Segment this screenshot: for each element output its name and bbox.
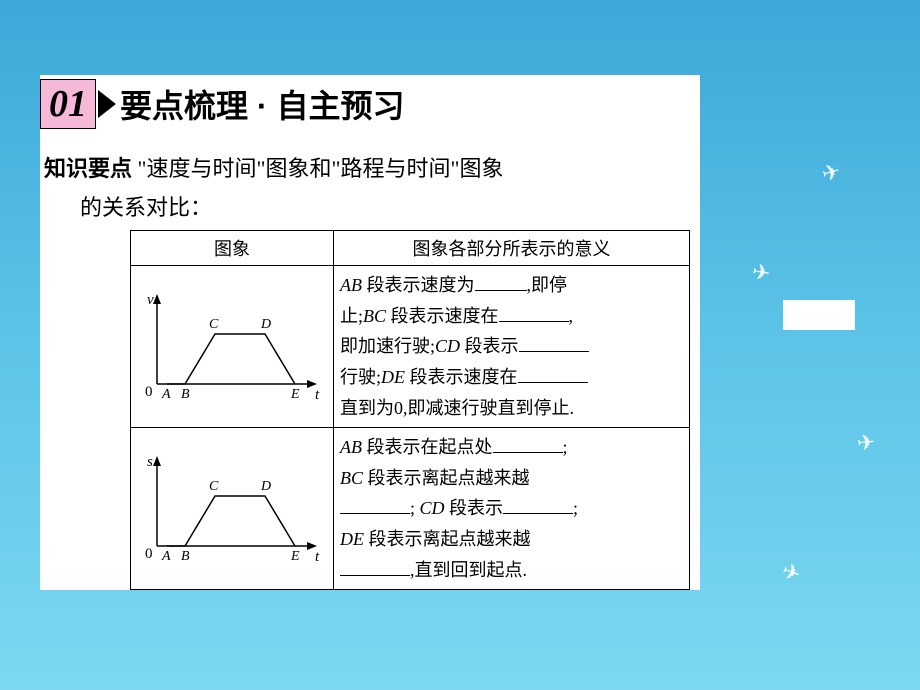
section-header: 01 要点梳理 · 自主预习 [40, 75, 700, 133]
pt-A: A [161, 387, 171, 402]
text: ,直到回到起点. [410, 560, 527, 580]
paper-plane-icon: ✈ [749, 259, 772, 288]
pt-C: C [209, 479, 219, 494]
pt-E: E [290, 549, 300, 564]
col-header-graph: 图象 [131, 231, 334, 266]
text: 段表示离起点越来越 [368, 468, 530, 488]
y-axis-label: s [147, 454, 153, 470]
pt-A: A [161, 549, 171, 564]
text: 行驶; [340, 367, 381, 387]
paper-plane-icon: ✈ [778, 558, 804, 589]
paper-plane-icon: ✈ [819, 158, 844, 188]
knowledge-subline: 的关系对比： [40, 190, 700, 230]
origin-label: 0 [145, 546, 153, 562]
graph-cell-vt: v t 0 A B C D E [131, 266, 334, 428]
text: 段表示在起点处 [367, 437, 493, 457]
knowledge-label: 知识要点 [44, 156, 132, 181]
pt-D: D [260, 317, 271, 332]
seg-DE: DE [340, 529, 364, 549]
seg-AB: AB [340, 275, 362, 295]
x-axis-label: t [315, 387, 320, 403]
seg-CD: CD [420, 498, 445, 518]
desc-cell-st: AB 段表示在起点处; BC 段表示离起点越来越 ; CD 段表示; DE 段表… [334, 428, 690, 590]
y-axis-label: v [147, 292, 154, 308]
blank [503, 496, 573, 514]
blank [518, 365, 588, 383]
content-box: 01 要点梳理 · 自主预习 知识要点 "速度与时间"图象和"路程与时间"图象 … [40, 75, 700, 590]
desc-cell-vt: AB 段表示速度为 ,即停 止;BC 段表示速度在, 即加速行驶;CD 段表示 行… [334, 266, 690, 428]
text: 段表示 [449, 498, 503, 518]
text: , [569, 306, 574, 326]
seg-CD: CD [435, 336, 460, 356]
blank [475, 273, 527, 291]
pt-B: B [181, 387, 190, 402]
text: 段表示速度在 [410, 367, 518, 387]
text: 即加速行驶; [340, 336, 435, 356]
col-header-meaning: 图象各部分所表示的意义 [334, 231, 690, 266]
pt-D: D [260, 479, 271, 494]
st-graph: s t 0 A B C D E [137, 446, 327, 566]
section-title: 要点梳理 · 自主预习 [120, 81, 404, 127]
text: 段表示离起点越来越 [369, 529, 531, 549]
seg-BC: BC [363, 306, 386, 326]
graph-cell-st: s t 0 A B C D E [131, 428, 334, 590]
text: ; [573, 498, 578, 518]
text: ,即停 [527, 275, 568, 295]
pt-C: C [209, 317, 219, 332]
text: 段表示 [465, 336, 519, 356]
paper-plane-icon: ✈ [855, 429, 876, 457]
pt-B: B [181, 549, 190, 564]
blank [519, 334, 589, 352]
vt-graph: v t 0 A B C D E [137, 284, 327, 404]
text: 直到为0,即减速行驶直到停止. [340, 398, 574, 418]
blank [493, 435, 563, 453]
seg-DE: DE [381, 367, 405, 387]
comparison-table: 图象 图象各部分所表示的意义 v t 0 A B C D E [130, 230, 690, 590]
blank [499, 304, 569, 322]
white-chip [783, 300, 855, 330]
text: 段表示速度为 [367, 275, 475, 295]
x-axis-label: t [315, 549, 320, 565]
text: 段表示速度在 [391, 306, 499, 326]
knowledge-text: "速度与时间"图象和"路程与时间"图象 [138, 156, 504, 181]
seg-BC: BC [340, 468, 363, 488]
blank [340, 558, 410, 576]
table-row: v t 0 A B C D E AB 段表示速度为,即停 止;BC 段表示速度在… [131, 266, 690, 428]
text: ; [563, 437, 568, 457]
table-header-row: 图象 图象各部分所表示的意义 [131, 231, 690, 266]
knowledge-line: 知识要点 "速度与时间"图象和"路程与时间"图象 [40, 133, 700, 190]
seg-AB: AB [340, 437, 362, 457]
table-row: s t 0 A B C D E AB 段表示在起点处; BC 段表示离起点越来越… [131, 428, 690, 590]
pt-E: E [290, 387, 300, 402]
section-number-box: 01 [40, 79, 96, 129]
text: 止; [340, 306, 363, 326]
triangle-icon [98, 90, 116, 118]
text: ; [410, 498, 415, 518]
section-number: 01 [49, 83, 87, 125]
blank [340, 496, 410, 514]
origin-label: 0 [145, 384, 153, 400]
